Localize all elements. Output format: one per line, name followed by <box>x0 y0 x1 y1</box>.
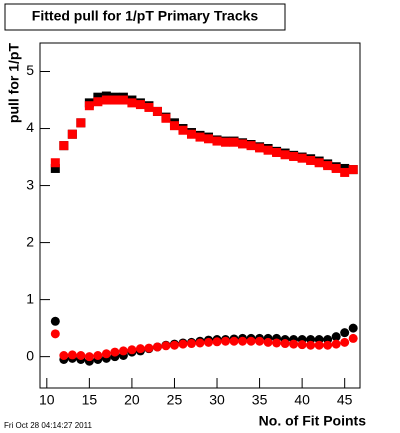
y-tick-label: 4 <box>26 119 34 135</box>
point <box>50 316 60 326</box>
x-tick-label: 45 <box>337 392 353 408</box>
point <box>221 137 231 147</box>
point <box>84 352 94 362</box>
point <box>331 332 341 342</box>
point <box>76 350 86 360</box>
x-tick-label: 10 <box>39 392 55 408</box>
point <box>323 161 333 171</box>
point <box>67 350 77 360</box>
point <box>152 106 162 116</box>
point <box>204 134 214 144</box>
point <box>229 336 239 346</box>
point <box>50 329 60 339</box>
chart-title: Fitted pull for 1/pT Primary Tracks <box>32 8 259 24</box>
point <box>186 129 196 139</box>
point <box>135 344 145 354</box>
y-axis-label: pull for 1/pT <box>6 43 22 124</box>
point <box>169 340 179 350</box>
point <box>263 337 273 347</box>
x-tick-label: 40 <box>294 392 310 408</box>
point <box>246 141 256 151</box>
point <box>314 158 324 168</box>
point <box>93 92 103 102</box>
point <box>93 350 103 360</box>
point <box>118 346 128 356</box>
y-tick-label: 0 <box>26 347 34 363</box>
point <box>255 336 265 346</box>
point <box>289 151 299 161</box>
point <box>297 153 307 163</box>
point <box>255 143 265 153</box>
point <box>101 349 111 359</box>
y-tick-label: 1 <box>26 290 34 306</box>
point <box>59 141 69 151</box>
point <box>101 95 111 105</box>
point <box>152 342 162 352</box>
point <box>348 165 358 175</box>
point <box>238 139 248 149</box>
point <box>272 338 282 348</box>
x-tick-label: 30 <box>209 392 225 408</box>
point <box>186 339 196 349</box>
point <box>297 340 307 350</box>
y-tick-label: 3 <box>26 176 34 192</box>
x-tick-label: 20 <box>124 392 140 408</box>
point <box>110 95 120 105</box>
point <box>246 336 256 346</box>
point <box>127 98 137 108</box>
point <box>127 345 137 355</box>
point <box>50 163 60 173</box>
y-tick-label: 5 <box>26 62 34 78</box>
point <box>229 137 239 147</box>
point <box>110 347 120 357</box>
point <box>67 129 77 139</box>
x-tick-label: 25 <box>167 392 183 408</box>
point <box>161 113 171 123</box>
point <box>93 97 103 107</box>
point <box>135 100 145 110</box>
point <box>340 167 350 177</box>
point <box>306 340 316 350</box>
point <box>348 323 358 333</box>
timestamp: Fri Oct 28 04:14:27 2011 <box>4 421 92 430</box>
point <box>263 145 273 155</box>
point <box>289 339 299 349</box>
point <box>212 337 222 347</box>
x-tick-label: 35 <box>252 392 268 408</box>
point <box>178 125 188 135</box>
point <box>178 339 188 349</box>
point <box>195 338 205 348</box>
point <box>161 341 171 351</box>
point <box>272 147 282 157</box>
point <box>340 337 350 347</box>
title-box <box>4 3 286 31</box>
point <box>204 337 214 347</box>
point <box>331 163 341 173</box>
point <box>221 336 231 346</box>
point <box>169 121 179 131</box>
point <box>76 118 86 128</box>
point <box>238 336 248 346</box>
point <box>212 136 222 146</box>
x-axis-label: No. of Fit Points <box>259 413 367 429</box>
point <box>306 155 316 165</box>
point <box>118 95 128 105</box>
point <box>144 343 154 353</box>
point <box>84 101 94 111</box>
point <box>280 150 290 160</box>
point <box>323 340 333 350</box>
x-tick-label: 15 <box>82 392 98 408</box>
point <box>50 158 60 168</box>
point <box>144 102 154 112</box>
point <box>314 340 324 350</box>
point <box>340 328 350 338</box>
point <box>59 350 69 360</box>
plot-frame <box>39 42 361 389</box>
point <box>280 339 290 349</box>
y-tick-label: 2 <box>26 233 34 249</box>
point <box>195 132 205 142</box>
point <box>331 339 341 349</box>
point <box>348 333 358 343</box>
